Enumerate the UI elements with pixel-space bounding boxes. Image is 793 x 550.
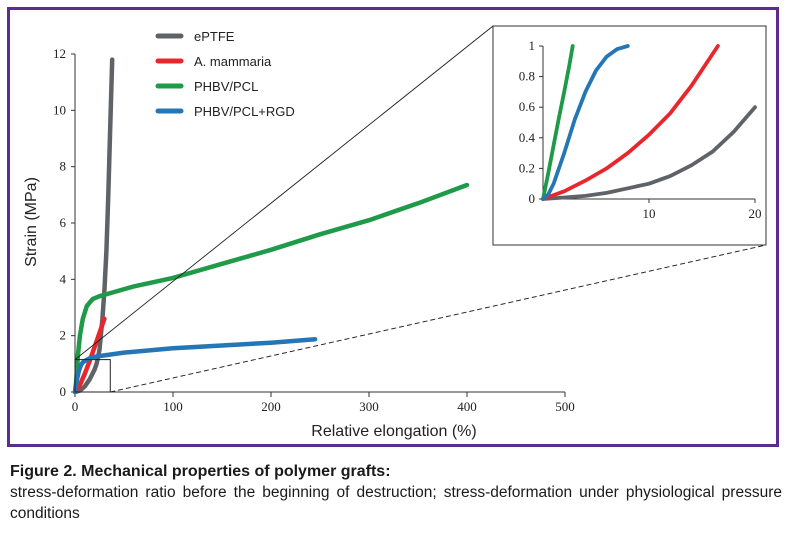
x-tick-label: 200	[261, 399, 281, 414]
inset-x-tick-label: 20	[749, 206, 762, 221]
y-tick-label: 6	[60, 215, 67, 230]
series-line-phbv-pcl-rgd	[72, 337, 318, 395]
inset-chart: 0 0.2 0.4 0.6 0.8 1 10 20	[492, 25, 767, 246]
inset-y-tick-label: 0	[529, 191, 536, 206]
series-line-eptfe	[72, 57, 115, 395]
series-line-a-mammaria	[72, 316, 107, 395]
inset-y-tick-label: 0.8	[519, 69, 535, 84]
zoom-lines	[74, 25, 767, 393]
y-tick-label: 12	[53, 46, 66, 61]
inset-series-line-eptfe	[541, 105, 757, 201]
inset-x-tick-label: 10	[643, 206, 656, 221]
y-tick-label: 2	[60, 328, 67, 343]
inset-y-tick-label: 1	[529, 38, 536, 53]
legend-label: PHBV/PCL	[194, 79, 258, 94]
inset-series-line-a-mammaria	[541, 44, 720, 201]
zoom-box	[74, 359, 111, 393]
y-tick-label: 4	[60, 271, 67, 286]
legend-label: A. mammaria	[194, 54, 272, 69]
inset-frame	[492, 25, 767, 246]
inset-y-tick-label: 0.4	[519, 130, 536, 145]
inset-series-line-phbv-pcl-rgd	[541, 44, 630, 201]
x-tick-label: 500	[555, 399, 575, 414]
legend-label: PHBV/PCL+RGD	[194, 104, 295, 119]
x-tick-label: 100	[163, 399, 183, 414]
y-tick-label: 8	[60, 159, 67, 174]
x-tick-label: 400	[457, 399, 477, 414]
x-tick-label: 0	[72, 399, 79, 414]
zoom-connector-upper	[74, 25, 494, 360]
y-tick-label: 0	[60, 384, 67, 399]
caption-title: Figure 2. Mechanical properties of polym…	[10, 463, 391, 480]
figure-frame	[7, 7, 779, 447]
y-tick-label: 10	[53, 102, 66, 117]
x-tick-label: 300	[359, 399, 379, 414]
legend: ePTFE A. mammaria PHBV/PCL PHBV/PCL+RGD	[155, 29, 295, 119]
inset-y-tick-label: 0.2	[519, 160, 535, 175]
legend-label: ePTFE	[194, 29, 235, 44]
main-axes: 0 2 4 6 8 10 12 0 100 200 300 400 500	[53, 46, 575, 414]
y-axis-label: Strain (MPa)	[23, 177, 40, 267]
x-axis-label: Relative elongation (%)	[311, 423, 476, 440]
caption-body: stress-deformation ratio before the begi…	[10, 484, 782, 522]
inset-series-line-phbv-pcl	[541, 44, 575, 201]
series-line-phbv-pcl	[72, 182, 470, 395]
inset-y-tick-label: 0.6	[519, 99, 536, 114]
figure-caption: Figure 2. Mechanical properties of polym…	[10, 462, 782, 524]
